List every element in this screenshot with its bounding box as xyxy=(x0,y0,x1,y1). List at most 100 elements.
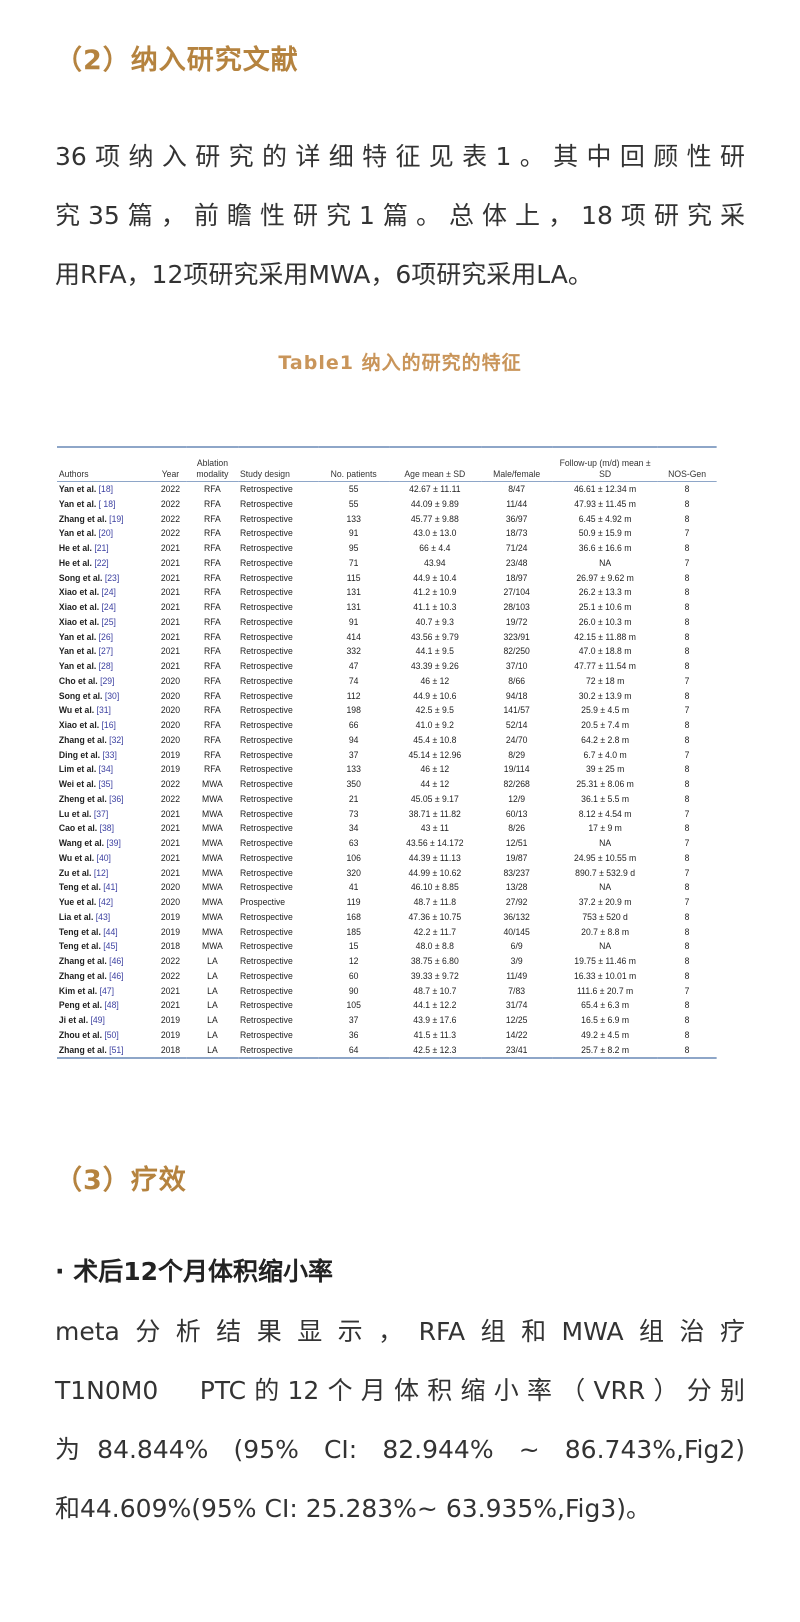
cell-authors: Zhang et al. [46] xyxy=(57,954,154,969)
author-name: Zheng et al. xyxy=(58,792,107,804)
cell-study-design: Retrospective xyxy=(240,778,293,789)
reference-link[interactable]: [31] xyxy=(96,704,111,716)
reference-link[interactable]: [48] xyxy=(104,999,119,1011)
table-row: Yue et al. [42] 2020 MWA Prospective 119 48.7… xyxy=(57,895,717,910)
reference-link[interactable]: [ 18] xyxy=(98,497,116,509)
reference-link[interactable]: [12] xyxy=(93,866,109,878)
cell-nos-gen: 8 xyxy=(684,1014,690,1025)
reference-link[interactable]: [20] xyxy=(98,527,114,539)
cell-male-female: 27/92 xyxy=(505,896,528,907)
reference-link[interactable]: [29] xyxy=(100,674,115,686)
reference-link[interactable]: [47] xyxy=(99,984,114,996)
reference-link[interactable]: [51] xyxy=(109,1043,124,1055)
author-name: Teng et al. xyxy=(58,881,101,893)
author-name: Teng et al. xyxy=(58,940,101,952)
cell-follow-up: 36.6 ± 16.6 m xyxy=(578,542,632,553)
table-row: Ding et al. [33] 2019 RFA Retrospective 37 45… xyxy=(57,748,717,763)
reference-link[interactable]: [16] xyxy=(101,719,116,730)
study-characteristics-table: Authors Year Ablation modality Study des… xyxy=(57,446,717,1059)
author-name: Zhang et al. xyxy=(58,969,107,981)
reference-link[interactable]: [27] xyxy=(98,645,114,657)
cell-study-design: Retrospective xyxy=(240,881,293,893)
reference-link[interactable]: [42] xyxy=(98,896,114,907)
reference-link[interactable]: [49] xyxy=(90,1014,105,1025)
table-row: Zhang et al. [51] 2018 LA Retrospective 64 42… xyxy=(57,1043,717,1059)
cell-study-design: Retrospective xyxy=(240,689,293,701)
reference-link[interactable]: [25] xyxy=(101,615,116,627)
cell-follow-up: 20.7 ± 8.8 m xyxy=(581,925,630,937)
reference-link[interactable]: [35] xyxy=(98,778,113,789)
cell-year: 2022 xyxy=(160,969,181,981)
reference-link[interactable]: [23] xyxy=(104,571,120,583)
cell-study-design: Retrospective xyxy=(240,984,293,996)
cell-male-female: 36/132 xyxy=(503,910,530,922)
cell-study-design: Retrospective xyxy=(240,969,293,981)
cell-follow-up: 890.7 ± 532.9 d xyxy=(575,866,636,878)
cell-no-patients: 37 xyxy=(348,748,359,760)
cell-male-female: 14/22 xyxy=(505,1028,528,1040)
table-row: Zu et al. [12] 2021 MWA Retrospective 320 44.… xyxy=(57,866,717,881)
reference-link[interactable]: [39] xyxy=(106,837,121,848)
cell-study-design: Retrospective xyxy=(240,763,293,775)
cell-male-female: 12/51 xyxy=(505,837,528,848)
reference-link[interactable]: [21] xyxy=(94,542,109,553)
cell-ablation-modality: RFA xyxy=(204,630,221,642)
cell-ablation-modality: MWA xyxy=(202,925,223,937)
reference-link[interactable]: [19] xyxy=(109,512,124,524)
reference-link[interactable]: [32] xyxy=(109,733,124,745)
cell-year: 2022 xyxy=(160,792,181,804)
cell-male-female: 8/66 xyxy=(508,674,526,686)
reference-link[interactable]: [43] xyxy=(95,910,111,922)
author-name: Xiao et al. xyxy=(58,601,100,612)
cell-authors: Wu et al. [31] xyxy=(57,703,154,718)
cell-authors: Zhang et al. [51] xyxy=(57,1043,154,1059)
cell-follow-up: NA xyxy=(599,837,612,848)
reference-link[interactable]: [38] xyxy=(99,822,114,834)
cell-age: 44.9 ± 10.6 xyxy=(413,689,457,701)
cell-study-design: Retrospective xyxy=(240,999,293,1011)
author-name: Lia et al. xyxy=(58,910,94,922)
reference-link[interactable]: [36] xyxy=(109,792,124,804)
cell-age: 43.56 ± 14.172 xyxy=(406,837,464,848)
reference-link[interactable]: [26] xyxy=(98,630,114,642)
reference-link[interactable]: [46] xyxy=(109,955,124,966)
cell-follow-up: 26.0 ± 10.3 m xyxy=(578,615,632,627)
cell-age: 42.67 ± 11.11 xyxy=(409,483,461,494)
cell-year: 2021 xyxy=(160,645,181,657)
cell-ablation-modality: MWA xyxy=(202,940,223,952)
cell-year: 2021 xyxy=(160,999,181,1011)
reference-link[interactable]: [24] xyxy=(101,586,116,598)
reference-link[interactable]: [24] xyxy=(101,601,116,612)
reference-link[interactable]: [28] xyxy=(98,660,114,671)
cell-authors: Yan et al. [18] xyxy=(57,482,154,497)
reference-link[interactable]: [33] xyxy=(102,748,117,760)
cell-no-patients: 133 xyxy=(346,763,361,775)
cell-year: 2020 xyxy=(160,733,181,745)
cell-follow-up: 25.7 ± 8.2 m xyxy=(581,1043,630,1055)
reference-link[interactable]: [18] xyxy=(98,483,114,494)
cell-ablation-modality: RFA xyxy=(204,733,221,745)
reference-link[interactable]: [30] xyxy=(104,689,120,701)
reference-link[interactable]: [22] xyxy=(94,556,109,568)
author-name: Wu et al. xyxy=(58,704,95,716)
cell-nos-gen: 8 xyxy=(684,822,690,834)
reference-link[interactable]: [34] xyxy=(98,763,114,775)
reference-link[interactable]: [50] xyxy=(104,1028,119,1040)
cell-no-patients: 112 xyxy=(346,689,361,701)
reference-link[interactable]: [45] xyxy=(103,940,118,952)
cell-nos-gen: 7 xyxy=(684,837,690,848)
cell-authors: Xiao et al. [25] xyxy=(57,615,154,630)
cell-male-female: 323/91 xyxy=(503,630,530,642)
cell-male-female: 27/104 xyxy=(503,586,530,598)
cell-year: 2020 xyxy=(160,674,181,686)
reference-link[interactable]: [40] xyxy=(96,851,111,863)
reference-link[interactable]: [41] xyxy=(103,881,118,893)
reference-link[interactable]: [46] xyxy=(109,969,124,981)
reference-link[interactable]: [44] xyxy=(103,925,118,937)
cell-nos-gen: 7 xyxy=(684,556,690,568)
reference-link[interactable]: [37] xyxy=(93,807,109,819)
cell-ablation-modality: RFA xyxy=(204,483,221,494)
author-name: Wang et al. xyxy=(58,837,105,848)
cell-male-female: 12/25 xyxy=(505,1014,528,1025)
cell-authors: Cho et al. [29] xyxy=(57,674,154,689)
